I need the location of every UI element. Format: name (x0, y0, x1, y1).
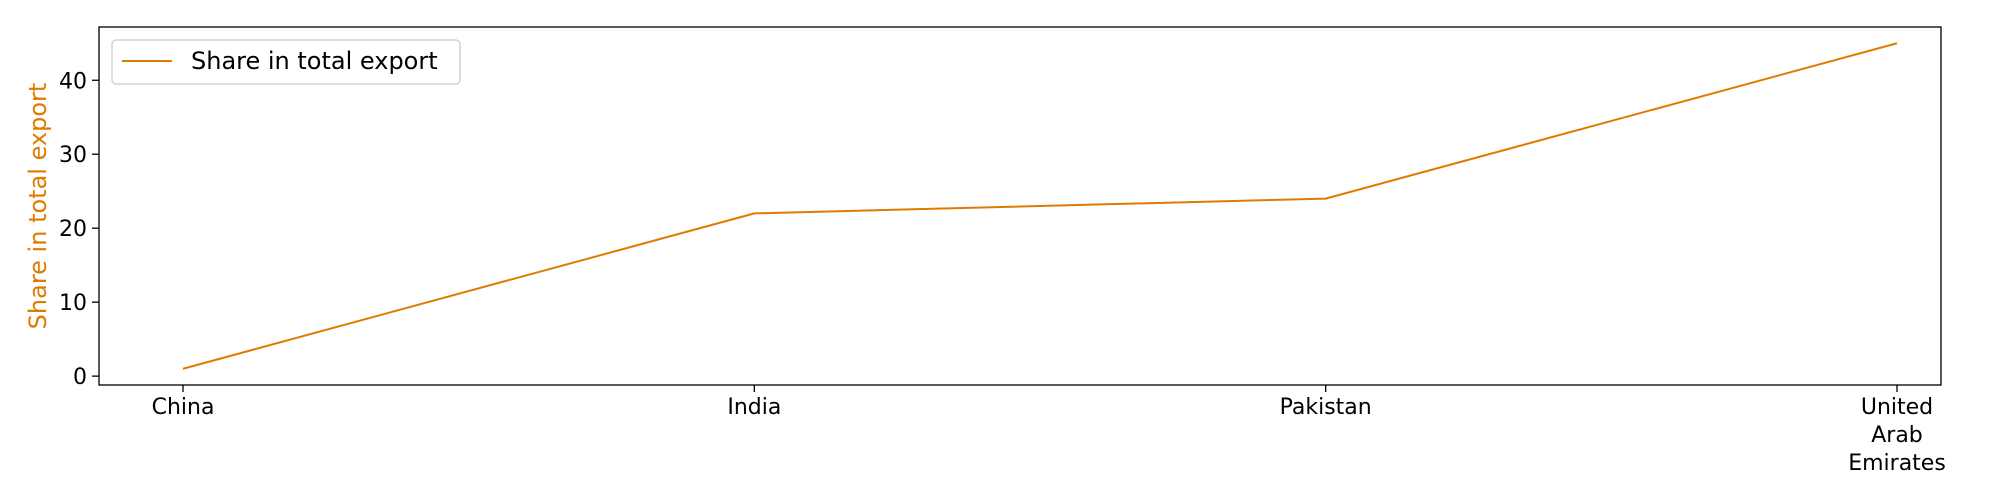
series-line-0 (182, 42, 1898, 370)
legend: Share in total export (111, 39, 461, 85)
x-tick-label-line: China (152, 395, 215, 420)
x-axis: China India Pakistan United Arab Emirates (152, 385, 1946, 476)
x-tick-label-0: China (152, 395, 215, 420)
x-tick-label-line: United (1861, 395, 1933, 420)
legend-box (111, 39, 461, 85)
y-axis-label: Share in total export (24, 83, 52, 330)
y-tick-label-40: 40 (59, 69, 87, 94)
plot-frame (98, 26, 1942, 386)
y-tick-label-10: 10 (59, 291, 87, 316)
x-tick-label-line: Emirates (1848, 451, 1946, 476)
x-tick-label-line: Pakistan (1280, 395, 1372, 420)
series-layer (182, 42, 1898, 370)
x-tick-label-line: Arab (1871, 423, 1923, 448)
y-axis: 0 10 20 30 40 (59, 69, 99, 390)
y-tick-label-20: 20 (59, 217, 87, 242)
y-tick-label-30: 30 (59, 143, 87, 168)
y-tick-label-0: 0 (73, 365, 87, 390)
x-tick-label-3: United Arab Emirates (1848, 395, 1946, 476)
x-tick-label-line: India (727, 395, 781, 420)
x-tick-label-1: India (727, 395, 781, 420)
legend-label: Share in total export (191, 47, 438, 75)
x-tick-label-2: Pakistan (1280, 395, 1372, 420)
